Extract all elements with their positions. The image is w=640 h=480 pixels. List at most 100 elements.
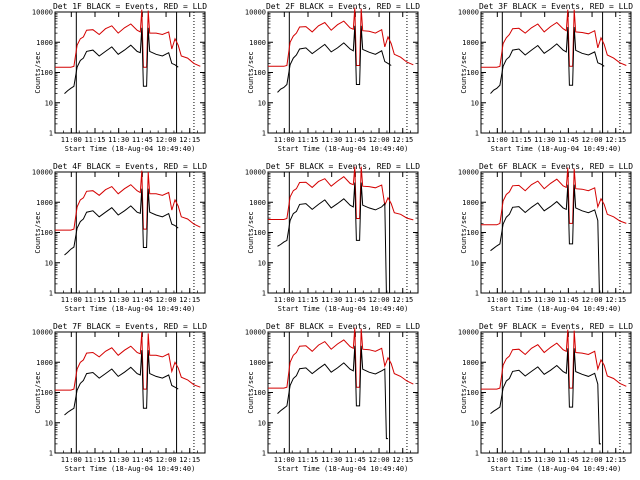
x-tick-label: 12:00: [156, 296, 177, 304]
panel-title: Det 1F BLACK = Events, RED = LLD: [53, 2, 207, 11]
series-line-lld: [481, 329, 627, 390]
y-tick-label: 100: [253, 389, 266, 397]
panel-svg: Det 3F BLACK = Events, RED = LLD 1 10 100 10…: [458, 2, 633, 153]
detector-panel-3: Det 3F BLACK = Events, RED = LLD 1 10 100 10…: [426, 0, 639, 160]
plot-frame: [54, 171, 206, 294]
x-tick-label: 11:00: [61, 296, 82, 304]
x-tick-label: 11:00: [61, 456, 82, 464]
detector-panel-8: Det 8F BLACK = Events, RED = LLD 1 10 100 10…: [213, 320, 426, 480]
series-line-events: [277, 345, 388, 440]
y-tick-label: 100: [466, 389, 479, 397]
plot-frame: [267, 171, 419, 294]
x-tick-label: 11:15: [84, 136, 105, 144]
y-tick-label: 1: [475, 130, 479, 138]
x-tick-label: 11:15: [510, 456, 531, 464]
x-tick-label: 12:15: [605, 296, 626, 304]
y-axis-label: Counts/sec: [247, 371, 255, 413]
x-tick-label: 12:00: [582, 136, 603, 144]
y-axis-label: Counts/sec: [247, 211, 255, 253]
x-tick-label: 11:30: [321, 136, 342, 144]
y-tick-label: 1: [49, 130, 53, 138]
x-tick-label: 11:45: [345, 136, 366, 144]
series-line-lld: [55, 170, 201, 231]
x-tick-label: 11:15: [510, 136, 531, 144]
y-tick-label: 1: [262, 130, 266, 138]
y-tick-label: 1: [475, 290, 479, 298]
x-tick-label: 11:45: [558, 456, 579, 464]
x-tick-label: 11:30: [321, 296, 342, 304]
x-tick-label: 12:00: [369, 456, 390, 464]
y-tick-label: 10: [471, 259, 479, 267]
x-tick-label: 12:15: [179, 136, 200, 144]
x-tick-label: 11:00: [487, 136, 508, 144]
y-axis-label: Counts/sec: [460, 371, 468, 413]
x-axis-label: Start Time (18-Aug-04 10:49:40): [491, 305, 622, 313]
x-tick-label: 12:15: [392, 456, 413, 464]
plot-frame: [480, 331, 632, 454]
x-tick-label: 11:15: [510, 296, 531, 304]
y-tick-label: 10000: [32, 169, 53, 177]
x-tick-label: 11:00: [274, 296, 295, 304]
x-tick-label: 11:30: [108, 136, 129, 144]
panel-title: Det 9F BLACK = Events, RED = LLD: [479, 322, 633, 331]
panel-title: Det 2F BLACK = Events, RED = LLD: [266, 2, 420, 11]
x-axis-label: Start Time (18-Aug-04 10:49:40): [65, 145, 196, 153]
x-tick-label: 12:00: [156, 456, 177, 464]
x-axis-label: Start Time (18-Aug-04 10:49:40): [65, 305, 196, 313]
x-tick-label: 11:45: [345, 456, 366, 464]
detector-panel-9: Det 9F BLACK = Events, RED = LLD 1 10 100 10…: [426, 320, 639, 480]
x-tick-label: 11:00: [274, 456, 295, 464]
series-line-events: [64, 350, 179, 416]
x-tick-label: 12:15: [392, 136, 413, 144]
series-line-lld: [481, 167, 627, 226]
y-tick-label: 10000: [458, 9, 479, 17]
plot-frame: [54, 11, 206, 134]
panel-svg: Det 5F BLACK = Events, RED = LLD 1 10 100 10…: [245, 162, 420, 313]
x-tick-label: 11:30: [108, 296, 129, 304]
x-tick-label: 12:00: [369, 136, 390, 144]
y-tick-label: 10: [471, 419, 479, 427]
x-tick-label: 11:15: [297, 296, 318, 304]
x-tick-label: 11:45: [558, 296, 579, 304]
panel-svg: Det 8F BLACK = Events, RED = LLD 1 10 100 10…: [245, 322, 420, 473]
panel-svg: Det 4F BLACK = Events, RED = LLD 1 10 100 10…: [32, 162, 207, 313]
y-tick-label: 100: [253, 69, 266, 77]
y-tick-label: 100: [40, 389, 53, 397]
x-tick-label: 12:00: [582, 296, 603, 304]
x-tick-label: 12:00: [369, 296, 390, 304]
x-tick-label: 11:45: [558, 136, 579, 144]
x-tick-label: 11:15: [297, 456, 318, 464]
panel-title: Det 5F BLACK = Events, RED = LLD: [266, 162, 420, 171]
x-tick-label: 11:30: [321, 456, 342, 464]
x-axis-label: Start Time (18-Aug-04 10:49:40): [278, 465, 409, 473]
x-tick-label: 12:15: [179, 296, 200, 304]
y-tick-label: 10: [45, 259, 53, 267]
y-tick-label: 10000: [32, 329, 53, 337]
detector-panel-6: Det 6F BLACK = Events, RED = LLD 1 10 100 10…: [426, 160, 639, 320]
y-tick-label: 1000: [36, 39, 53, 47]
x-tick-label: 11:15: [297, 136, 318, 144]
panel-title: Det 8F BLACK = Events, RED = LLD: [266, 322, 420, 331]
plot-frame: [480, 11, 632, 134]
panel-title: Det 3F BLACK = Events, RED = LLD: [479, 2, 633, 11]
series-line-lld: [268, 7, 414, 67]
y-tick-label: 100: [40, 229, 53, 237]
y-tick-label: 1000: [249, 199, 266, 207]
x-tick-label: 12:00: [582, 456, 603, 464]
x-tick-label: 11:00: [487, 456, 508, 464]
y-tick-label: 100: [466, 69, 479, 77]
panel-svg: Det 9F BLACK = Events, RED = LLD 1 10 100 10…: [458, 322, 633, 473]
x-axis-label: Start Time (18-Aug-04 10:49:40): [278, 305, 409, 313]
x-tick-label: 11:45: [132, 136, 153, 144]
x-tick-label: 12:15: [605, 136, 626, 144]
series-line-lld: [268, 327, 414, 389]
x-tick-label: 11:30: [534, 456, 555, 464]
y-tick-label: 10: [258, 419, 266, 427]
y-tick-label: 1: [49, 450, 53, 458]
y-tick-label: 100: [40, 69, 53, 77]
y-tick-label: 1: [475, 450, 479, 458]
x-tick-label: 12:15: [179, 456, 200, 464]
y-tick-label: 10: [45, 419, 53, 427]
detector-panel-7: Det 7F BLACK = Events, RED = LLD 1 10 100 10…: [0, 320, 213, 480]
y-axis-label: Counts/sec: [460, 51, 468, 93]
